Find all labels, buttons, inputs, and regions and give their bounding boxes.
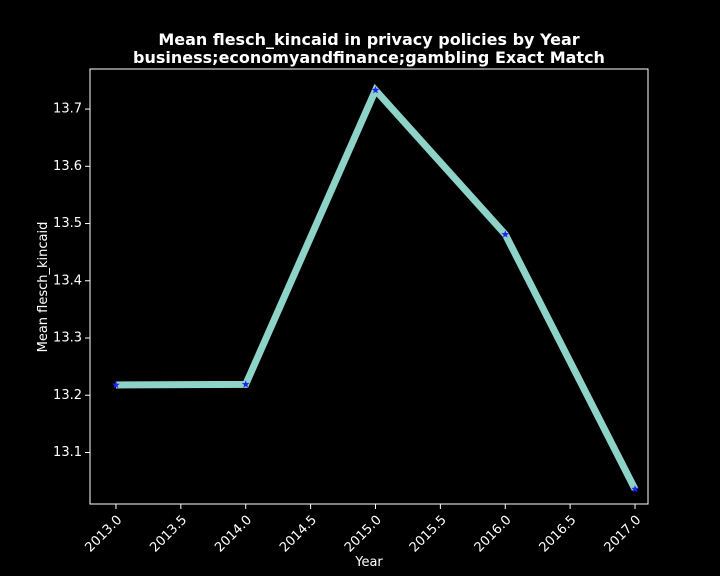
y-tick-label: 13.1	[53, 445, 82, 460]
chart-title: Mean flesch_kincaid in privacy policies …	[158, 30, 579, 49]
chart-subtitle: business;economyandfinance;gambling Exac…	[133, 48, 605, 67]
y-tick-label: 13.6	[53, 159, 82, 174]
y-tick-label: 13.4	[53, 273, 82, 288]
y-tick-label: 13.5	[53, 216, 82, 231]
y-tick-label: 13.2	[53, 388, 82, 403]
data-point-marker	[631, 485, 639, 493]
y-axis-ticks: 13.1 13.2 13.3 13.4 13.5 13.6 13.7	[53, 102, 90, 460]
y-tick-label: 13.7	[53, 102, 82, 117]
data-point-marker	[371, 86, 380, 94]
plot-area	[89, 68, 649, 505]
x-axis-label: Year	[354, 555, 383, 570]
axes-frame	[89, 68, 649, 505]
data-point-marker	[112, 380, 120, 389]
y-axis-label: Mean flesch_kincaid	[36, 222, 51, 353]
data-point-marker	[501, 230, 510, 238]
y-tick-label: 13.3	[53, 331, 82, 346]
data-point-marker	[241, 380, 250, 388]
